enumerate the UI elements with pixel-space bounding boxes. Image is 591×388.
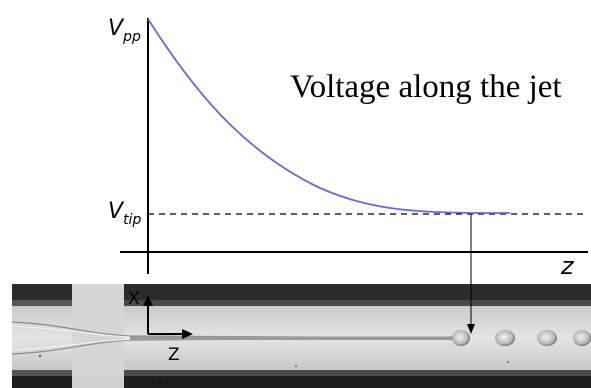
vtip-label: Vtip — [108, 199, 141, 228]
liquid-jet — [130, 334, 470, 343]
image-axes: X Z — [128, 289, 193, 365]
droplet — [452, 330, 470, 346]
diagram-title: Voltage along the jet — [290, 69, 562, 105]
x-axis-label: z — [560, 252, 575, 280]
droplet — [495, 330, 515, 346]
vpp-label: Vpp — [108, 16, 141, 45]
image-axis-z-label: Z — [168, 345, 180, 365]
droplet — [537, 330, 557, 346]
droplet — [573, 330, 591, 346]
microscope-image: X Z — [11, 284, 591, 388]
voltage-diagram: Vpp Vtip z Voltage along the jet — [108, 16, 588, 334]
image-axis-x-label: X — [128, 289, 140, 309]
voltage-curve — [147, 18, 511, 214]
